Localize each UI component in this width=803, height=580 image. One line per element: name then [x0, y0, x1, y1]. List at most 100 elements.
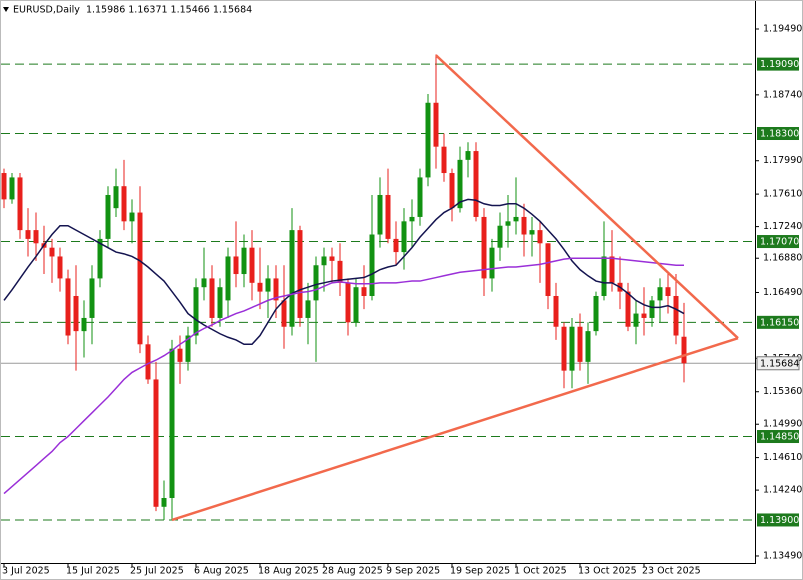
candle-body [65, 278, 71, 336]
candle-body [137, 212, 143, 345]
candle-body [625, 291, 631, 327]
candle-body [249, 247, 255, 283]
level-label-box [757, 127, 799, 141]
candle-body [425, 102, 431, 178]
candle-body [281, 300, 287, 327]
candle-body [609, 256, 615, 283]
candle-body [681, 336, 687, 364]
candle-body [17, 177, 23, 231]
candle-body [601, 256, 607, 296]
candle-body [273, 278, 279, 301]
candle-body [169, 348, 175, 499]
candle-body [401, 221, 407, 253]
x-tick-label: 23 Oct 2025 [642, 566, 701, 577]
candle-body [233, 256, 239, 275]
chart-title: EURUSD,Daily 1.15986 1.16371 1.15466 1.1… [13, 5, 252, 16]
candle-body [345, 282, 351, 323]
candle-body [561, 326, 567, 371]
candle-body [457, 159, 463, 209]
candle-body [305, 300, 311, 318]
level-label: 1.19090 [760, 59, 799, 70]
candle-body [377, 194, 383, 235]
x-tick-label: 13 Oct 2025 [578, 566, 637, 577]
x-tick-label: 6 Aug 2025 [194, 566, 249, 577]
candle-body [513, 216, 519, 222]
x-tick-label: 25 Jul 2025 [130, 566, 184, 577]
candle-body [313, 265, 319, 301]
candle-body [185, 335, 191, 362]
y-tick-label: 1.13490 [763, 550, 802, 561]
x-tick-label: 18 Aug 2025 [258, 566, 319, 577]
candle-body [417, 177, 423, 217]
y-tick-label: 1.16880 [763, 253, 802, 264]
level-label: 1.14850 [760, 432, 799, 443]
x-tick-label: 1 Oct 2025 [514, 566, 567, 577]
candle-body [161, 498, 167, 507]
candle-body [649, 300, 655, 318]
candle-body [657, 287, 663, 301]
candle-body [369, 234, 375, 296]
candle-body [57, 256, 63, 279]
level-label: 1.18300 [760, 129, 799, 140]
x-tick-label: 28 Aug 2025 [322, 566, 383, 577]
last-price-box [756, 356, 800, 371]
candle-body [265, 278, 271, 292]
moving-average-line [3, 257, 684, 495]
candle-body [209, 278, 215, 318]
candle-body [33, 230, 39, 244]
candle-body [497, 225, 503, 248]
candle-body [145, 344, 151, 380]
candle-body [289, 230, 295, 327]
level-label-box [757, 513, 799, 527]
y-tick-label: 1.15360 [763, 386, 802, 397]
candle-body [225, 256, 231, 301]
trendline [171, 336, 739, 522]
y-tick-label: 1.17990 [763, 155, 802, 166]
candle-body [297, 230, 303, 318]
candle-body [321, 256, 327, 266]
candle-body [465, 151, 471, 160]
y-tick-label: 1.19490 [763, 23, 802, 34]
candle-body [1, 173, 7, 200]
y-tick-label: 1.16490 [763, 287, 802, 298]
candle-body [505, 221, 511, 226]
menu-triangle [3, 7, 9, 12]
candle-body [577, 326, 583, 362]
plot-area [1, 54, 755, 522]
candle-body [105, 194, 111, 239]
candle-body [641, 313, 647, 318]
candle-body [673, 295, 679, 336]
candle-body [553, 295, 559, 327]
candle-body [129, 212, 135, 222]
candle-body [521, 216, 527, 235]
y-tick-label: 1.14240 [763, 485, 802, 496]
candle-body [337, 260, 343, 283]
x-tick-label: 3 Jul 2025 [2, 566, 50, 577]
candle-body [449, 173, 455, 209]
candle-body [49, 247, 55, 257]
candle-body [193, 287, 199, 336]
candle-body [593, 295, 599, 332]
candle-body [113, 186, 119, 209]
x-tick-label: 15 Jul 2025 [66, 566, 120, 577]
candle-body [153, 379, 159, 507]
x-tick-label: 9 Sep 2025 [386, 566, 440, 577]
candle-body [25, 230, 31, 239]
candle-body [393, 238, 399, 253]
candle-body [121, 186, 127, 222]
candle-body [481, 216, 487, 279]
candle-body [529, 230, 535, 235]
candle-body [385, 194, 391, 239]
candle-body [537, 230, 543, 244]
candle-body [361, 287, 367, 296]
level-label: 1.16150 [760, 317, 799, 328]
candle-body [569, 326, 575, 371]
last-price-label: 1.15684 [760, 358, 799, 369]
level-label-box [757, 57, 799, 71]
y-tick-label: 1.17240 [763, 221, 802, 232]
candle-body [409, 216, 415, 222]
candle-body [433, 102, 439, 147]
